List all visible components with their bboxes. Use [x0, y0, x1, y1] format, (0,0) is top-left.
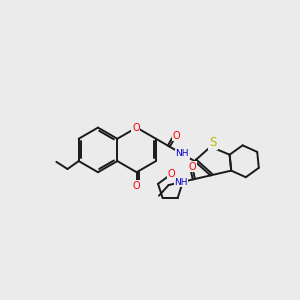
Text: NH: NH: [174, 178, 188, 187]
Text: O: O: [168, 169, 176, 179]
Text: NH: NH: [176, 149, 189, 158]
Text: O: O: [172, 131, 180, 141]
Text: O: O: [132, 123, 140, 133]
Text: O: O: [188, 162, 196, 172]
Text: S: S: [209, 136, 217, 149]
Text: O: O: [133, 181, 140, 191]
